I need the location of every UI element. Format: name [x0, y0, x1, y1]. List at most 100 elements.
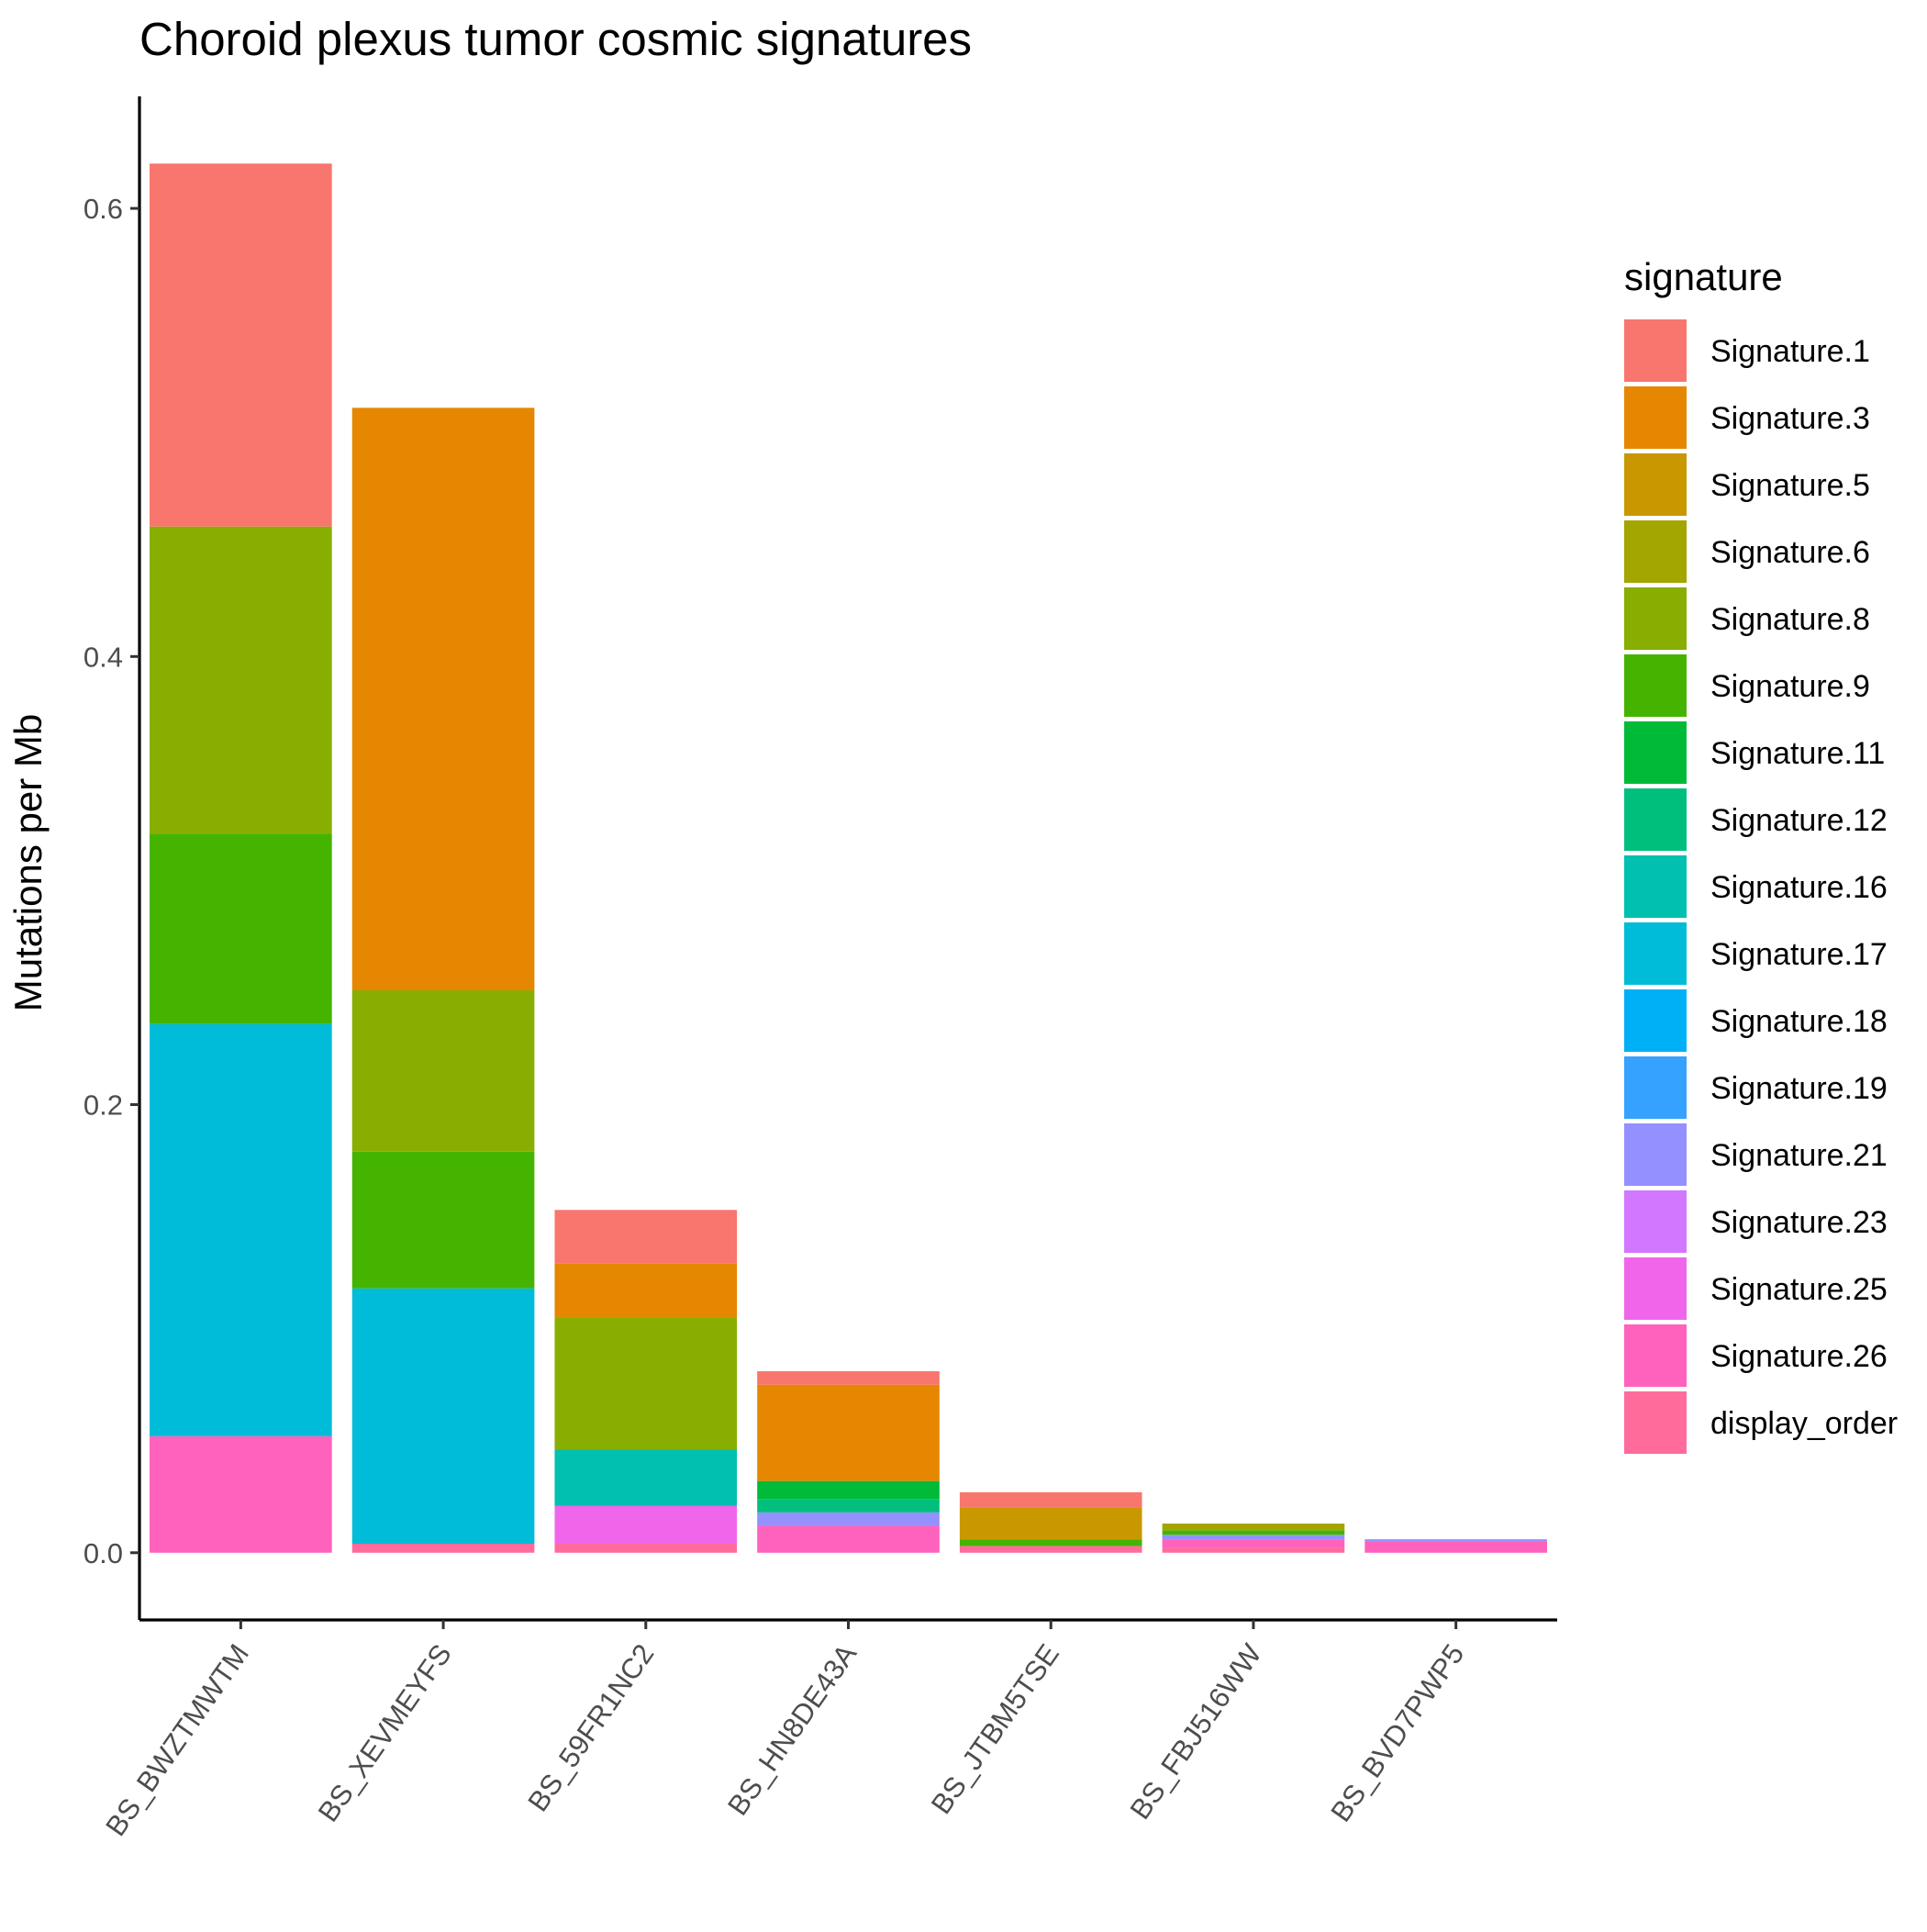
bar-segment [1364, 1541, 1547, 1553]
legend-key [1624, 654, 1687, 717]
legend-key [1624, 520, 1687, 583]
bar-segment [150, 1435, 332, 1553]
legend-item: Signature.26 [1624, 1324, 1888, 1387]
legend-label: Signature.9 [1710, 669, 1870, 704]
legend-label: Signature.8 [1710, 602, 1870, 637]
bar-segment [1162, 1539, 1345, 1548]
legend-key [1624, 1190, 1687, 1253]
legend-key [1624, 1257, 1687, 1320]
x-tick-label: BS_FBJ516WW [1124, 1637, 1269, 1825]
legend-label: Signature.18 [1710, 1004, 1888, 1039]
legend-key [1624, 721, 1687, 784]
legend-label: Signature.16 [1710, 870, 1888, 905]
x-tick-label: BS_BWZTMWTM [99, 1638, 255, 1842]
bar-segment [554, 1544, 738, 1553]
legend-label: Signature.11 [1710, 736, 1885, 771]
legend-key [1624, 788, 1687, 851]
bar-segment [150, 1023, 332, 1436]
bar-segment [757, 1499, 940, 1513]
x-tick-label: BS_59FR1NC2 [521, 1638, 660, 1817]
legend-key [1624, 922, 1687, 985]
legend-label: Signature.21 [1710, 1138, 1888, 1173]
bar-segment [351, 1288, 535, 1544]
bar-segment [554, 1505, 738, 1544]
bar-segment [554, 1263, 738, 1318]
legend-label: Signature.25 [1710, 1272, 1888, 1307]
bar-segment [554, 1449, 738, 1506]
legend-item: Signature.25 [1624, 1257, 1888, 1320]
legend-item: Signature.8 [1624, 587, 1870, 650]
bar-segment [351, 1151, 535, 1289]
bar-segment [757, 1371, 940, 1385]
legend-key [1624, 1123, 1687, 1186]
bar-segment [1162, 1535, 1345, 1540]
legend-item: Signature.23 [1624, 1190, 1888, 1253]
y-tick-label: 0.6 [84, 193, 123, 225]
legend-label: Signature.3 [1710, 401, 1870, 436]
legend-item: Signature.17 [1624, 922, 1888, 985]
legend-key [1624, 587, 1687, 650]
bar-segment [1162, 1530, 1345, 1536]
legend-label: Signature.26 [1710, 1339, 1888, 1374]
legend-item: Signature.19 [1624, 1056, 1888, 1119]
legend-item: Signature.6 [1624, 520, 1870, 583]
legend: Signature.1 Signature.3 Signature.5 Signatu… [1624, 319, 1898, 1454]
x-tick-label: BS_BVD7PWP5 [1324, 1638, 1470, 1827]
legend-label: Signature.12 [1710, 803, 1888, 838]
bar-segment [1162, 1547, 1345, 1553]
bar-segment [757, 1525, 940, 1553]
bar-segment [554, 1210, 738, 1264]
legend-item: Signature.21 [1624, 1123, 1888, 1186]
legend-key [1624, 1391, 1687, 1454]
legend-item: Signature.12 [1624, 788, 1888, 851]
bar-segment [351, 408, 535, 991]
legend-label: Signature.1 [1710, 334, 1870, 369]
y-tick-label: 0.4 [84, 641, 123, 673]
legend-key [1624, 1324, 1687, 1387]
bar-segment [150, 833, 332, 1024]
chart-title: Choroid plexus tumor cosmic signatures [139, 13, 972, 65]
legend-item: Signature.9 [1624, 654, 1870, 717]
legend-key [1624, 855, 1687, 918]
x-tick-label: BS_HN8DE43A [721, 1638, 863, 1822]
bar-segment [959, 1539, 1142, 1547]
bar-segment [150, 163, 332, 527]
legend-item: Signature.1 [1624, 319, 1870, 382]
legend-key [1624, 1056, 1687, 1119]
legend-label: Signature.17 [1710, 937, 1888, 972]
legend-item: Signature.11 [1624, 721, 1885, 784]
legend-key [1624, 386, 1687, 449]
x-tick-label: BS_JTBM5TSE [925, 1638, 1065, 1820]
y-axis-label: Mutations per Mb [6, 714, 50, 1011]
y-tick-label: 0.0 [84, 1537, 123, 1569]
bar-segment [959, 1546, 1142, 1553]
legend-label: Signature.5 [1710, 468, 1870, 503]
legend-item: Signature.18 [1624, 989, 1888, 1052]
legend-item: display_order [1624, 1391, 1898, 1454]
y-tick-label: 0.2 [84, 1089, 123, 1122]
bar-segment [351, 1544, 535, 1553]
bar-segment [554, 1317, 738, 1450]
bar-segment [1364, 1539, 1547, 1542]
legend-label: Signature.23 [1710, 1205, 1888, 1240]
legend-key [1624, 319, 1687, 382]
bar-segment [150, 526, 332, 834]
legend-item: Signature.16 [1624, 855, 1888, 918]
bar-segment [757, 1512, 940, 1526]
bar-segment [959, 1507, 1142, 1540]
legend-key [1624, 453, 1687, 516]
legend-title: signature [1624, 255, 1783, 298]
bars-group [150, 163, 1547, 1553]
bar-segment [959, 1491, 1142, 1508]
legend-item: Signature.3 [1624, 386, 1870, 449]
legend-label: Signature.6 [1710, 535, 1870, 570]
legend-label: Signature.19 [1710, 1071, 1888, 1106]
legend-key [1624, 989, 1687, 1052]
legend-item: Signature.5 [1624, 453, 1870, 516]
bar-segment [757, 1480, 940, 1500]
bar-segment [757, 1384, 940, 1481]
legend-label: display_order [1710, 1406, 1898, 1441]
x-tick-label: BS_XEVMEYFS [312, 1638, 458, 1827]
